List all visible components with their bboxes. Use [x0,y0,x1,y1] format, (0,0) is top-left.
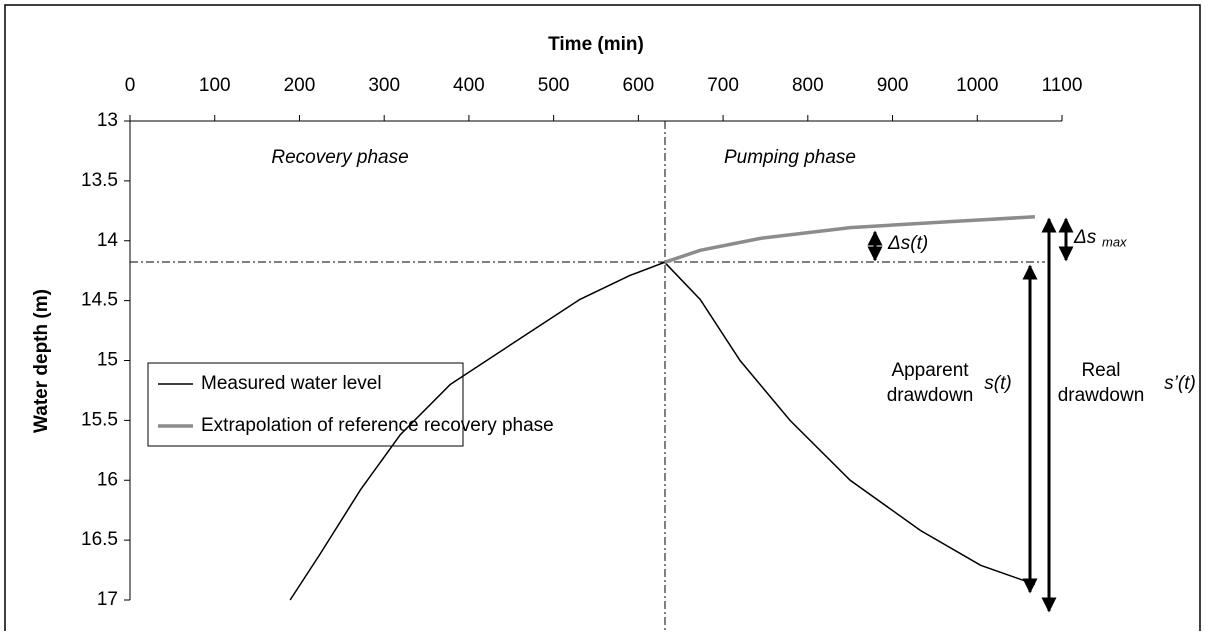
y-tick-label: 14.5 [81,290,118,311]
annotation: drawdown [887,385,974,406]
x-tick-label: 700 [707,75,739,96]
x-tick-label: 300 [368,75,400,96]
y-axis-title: Water depth (m) [31,289,52,433]
series-line [289,261,1036,601]
x-tick-label: 0 [125,75,136,96]
y-tick-label: 15.5 [81,409,118,430]
x-tick-label: 400 [453,75,485,96]
x-tick-label: 500 [538,75,570,96]
legend-label: Measured water level [201,373,382,394]
y-tick-label: 17 [97,589,118,610]
x-tick-label: 200 [284,75,316,96]
x-tick-label: 1000 [956,75,998,96]
x-tick-label: 1100 [1042,75,1083,96]
y-tick-label: 13 [97,110,118,131]
series-line [664,215,1035,264]
y-tick-label: 15 [97,350,118,371]
annotation: drawdown [1058,385,1145,406]
legend: Measured water level Extrapolation of ref… [147,362,554,447]
x-tick-label: 800 [792,75,824,96]
annotation: Recovery phase [271,147,408,168]
annotation: s(t) [984,373,1011,394]
annotation: Real [1081,360,1120,381]
annotation: Δs(t) [887,233,928,254]
annotation: Apparent [891,360,969,381]
x-tick-label: 600 [623,75,655,96]
annotation: Pumping phase [724,147,856,168]
annotation: Δs [1073,227,1097,248]
x-axis-title: Time (min) [548,34,644,55]
frame [4,4,1201,636]
y-tick-label: 16 [97,469,118,490]
y-tick-label: 14 [97,230,119,251]
legend-label: Extrapolation of reference recovery phas… [201,415,554,436]
legend-box [147,362,464,447]
y-tick-label: 13.5 [81,170,118,191]
x-tick-label: 900 [877,75,909,96]
annotation: s’(t) [1164,373,1196,394]
y-tick-label: 16.5 [81,529,118,550]
annotation: max [1102,234,1127,249]
x-tick-label: 100 [199,75,231,96]
